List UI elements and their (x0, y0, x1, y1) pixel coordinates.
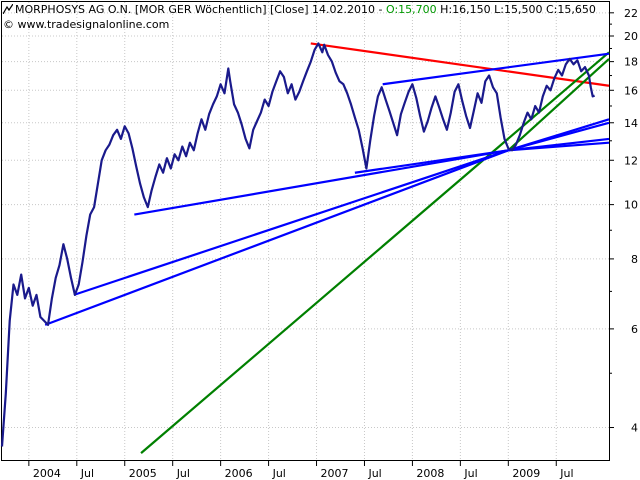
trendline-layer (44, 42, 610, 454)
y-tick-label: 22 (624, 7, 638, 20)
x-tick-label: 2007 (321, 467, 349, 480)
source-label: © www.tradesignalonline.com (3, 18, 170, 31)
x-tick-label: 2008 (416, 467, 444, 480)
plot-frame (1, 1, 610, 461)
trendline-blue (508, 141, 610, 152)
price-type: [Close] (269, 3, 309, 16)
trendline-red (310, 42, 610, 87)
open-value: O:15,700 (386, 3, 437, 16)
price-series-line (0, 42, 595, 447)
close-value: C:15,650 (545, 3, 596, 16)
y-tick-label: 8 (631, 253, 638, 266)
x-tick-label: 2004 (33, 467, 61, 480)
low-value: L:15,500 (494, 3, 543, 16)
y-tick-label: 18 (624, 56, 638, 69)
x-tick-label: 2005 (129, 467, 157, 480)
y-tick-label: 6 (631, 323, 638, 336)
trendline-green (507, 58, 610, 152)
quote-date: 14.02.2010 (312, 3, 376, 16)
y-tick-label: 4 (631, 422, 638, 435)
instrument-name: MORPHOSYS AG O.N. (15, 3, 132, 16)
x-tick-label: 2009 (512, 467, 540, 480)
trendline-blue (73, 149, 509, 296)
x-tick-label: Jul (367, 467, 381, 480)
y-tick-label: 14 (624, 117, 638, 130)
y-tick-label: 10 (624, 199, 638, 212)
x-tick-label: Jul (463, 467, 477, 480)
chart-header: MORPHOSYS AG O.N. [MOR GER Wöchentlich] … (3, 3, 596, 16)
y-axis: 4 6 8 10 12 14 16 18 20 22 (609, 7, 638, 435)
x-tick-label: Jul (272, 467, 286, 480)
trendline-blue (44, 149, 509, 326)
x-tick-label: 2006 (225, 467, 253, 480)
exchange-interval: [MOR GER Wöchentlich] (134, 3, 267, 16)
trendline-blue (134, 149, 509, 216)
trendline-blue (508, 121, 610, 152)
y-tick-label: 12 (624, 154, 638, 167)
high-value: H:16,150 (440, 3, 491, 16)
chart-line-icon (3, 4, 13, 14)
y-tick-label: 16 (624, 84, 638, 97)
x-tick-label: Jul (80, 467, 94, 480)
x-tick-label: Jul (559, 467, 573, 480)
x-tick-label: Jul (176, 467, 190, 480)
chart-grid (2, 2, 609, 460)
y-tick-label: 20 (624, 30, 638, 43)
trendline-blue (382, 52, 610, 86)
x-axis: 2004 Jul 2005 Jul 2006 Jul 2007 Jul 2008 Jul 2009 J… (28, 460, 574, 480)
